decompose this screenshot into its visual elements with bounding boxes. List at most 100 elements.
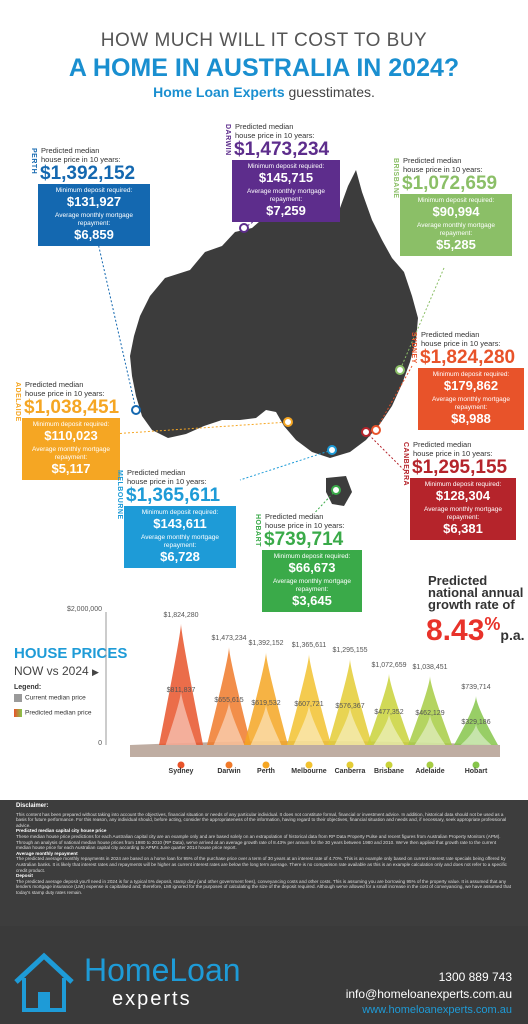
card-deposit-label: Minimum deposit required: — [432, 371, 510, 378]
card-deposit: $131,927 — [66, 194, 122, 209]
headline-line2: A HOME IN AUSTRALIA IN 2024? — [68, 54, 460, 82]
card-header: Predicted median house price in 10 years: — [410, 440, 516, 458]
card-repayment-label: Average monthly mortgage repayment: — [247, 188, 325, 203]
card-deposit: $143,611 — [153, 516, 207, 531]
predicted-peak-perth — [244, 652, 288, 745]
card-repayment: $6,728 — [160, 549, 200, 564]
card-repayment: $6,859 — [74, 227, 114, 242]
growth-line1: Predicted — [428, 573, 488, 588]
footer: HomeLoan experts 1300 889 743 info@homel… — [0, 926, 528, 1024]
predicted-value-label: $1,392,152 — [248, 640, 284, 648]
card-header-line1: Predicted median — [265, 512, 324, 521]
card-deposit-label: Minimum deposit required: — [141, 509, 219, 516]
house-price-chart — [105, 612, 500, 769]
australia-mainland — [130, 170, 418, 458]
predicted-peak-hobart — [454, 695, 498, 745]
headline-line1: HOW MUCH WILL IT COST TO BUY — [100, 30, 428, 51]
adelaide-dot — [283, 417, 293, 427]
card-price: $1,072,659 — [400, 174, 512, 194]
current-value-label: $655,615 — [214, 697, 244, 705]
hobart-dot — [331, 485, 341, 495]
brand-name: Home Loan Experts — [153, 84, 285, 100]
card-header-line2: house price in 10 years: — [413, 449, 493, 458]
card-repayment-label: Average monthly mortgage repayment: — [417, 222, 495, 237]
house-logo-icon — [14, 952, 74, 1012]
card-deposit: $90,994 — [432, 204, 480, 219]
category-dot-perth — [262, 761, 270, 769]
card-repayment: $5,285 — [436, 237, 476, 252]
card-city-label: CANBERRA — [402, 442, 409, 487]
card-header-line2: house price in 10 years: — [235, 131, 315, 140]
card-repayment-label: Average monthly mortgage repayment: — [424, 506, 502, 521]
category-label: Darwin — [217, 768, 241, 775]
card-deposit-label: Minimum deposit required: — [417, 197, 495, 204]
predicted-value-label: $1,365,611 — [291, 642, 327, 650]
card-repayment: $6,381 — [443, 521, 483, 536]
current-peak-melbourne — [293, 704, 325, 745]
section-subtitle: NOW vs 2024 ▶ — [14, 664, 99, 678]
disclaimer-t3: Average monthly repayment — [16, 850, 78, 856]
category-dot-darwin — [225, 761, 233, 769]
predicted-value-label: $1,072,659 — [371, 661, 407, 669]
card-deposit-label: Minimum deposit required: — [32, 421, 110, 428]
card-header-line2: house price in 10 years: — [41, 155, 121, 164]
category-dot-canberra — [346, 761, 354, 769]
disclaimer-t2: Predicted median capital city house pric… — [16, 828, 107, 834]
category-dot-sydney — [177, 761, 185, 769]
current-value-label: $477,352 — [374, 709, 404, 717]
perth-dot — [131, 405, 141, 415]
card-city-label: MELBOURNE — [116, 470, 123, 520]
card-price: $1,824,280 — [418, 348, 524, 368]
card-header-line1: Predicted median — [41, 146, 100, 155]
category-dot-adelaide — [426, 761, 434, 769]
card-price: $1,473,234 — [232, 140, 340, 160]
predicted-peak-canberra — [328, 658, 372, 745]
current-peak-adelaide — [414, 714, 446, 745]
card-city-label: SYDNEY — [410, 332, 417, 364]
footer-phone[interactable]: 1300 889 743 — [438, 970, 512, 984]
growth-rate-pct: % — [484, 614, 501, 634]
card-price: $1,038,451 — [22, 397, 120, 418]
card-deposit: $128,304 — [435, 488, 491, 503]
city-card-perth: Predicted median house price in 10 years:… — [38, 146, 150, 246]
card-city-label: HOBART — [254, 514, 261, 547]
card-repayment-label: Average monthly mortgage repayment: — [273, 578, 351, 593]
card-repayment-label: Average monthly mortgage repayment: — [55, 212, 133, 227]
category-label: Perth — [257, 768, 275, 775]
card-header-line2: house price in 10 years: — [421, 339, 501, 348]
card-repayment: $7,259 — [266, 203, 306, 218]
card-header: Predicted median house price in 10 years: — [22, 380, 120, 398]
brisbane-connector — [399, 267, 445, 371]
card-header-line1: Predicted median — [403, 156, 462, 165]
card-body: Minimum deposit required: $145,715 Average… — [232, 160, 340, 222]
growth-label: Predicted national annual growth rate of — [428, 573, 523, 611]
card-deposit-label: Minimum deposit required: — [273, 553, 351, 560]
predicted-value-label: $1,038,451 — [412, 663, 448, 671]
card-repayment-label: Average monthly mortgage repayment: — [432, 396, 510, 411]
card-header: Predicted median house price in 10 years: — [262, 512, 362, 530]
footer-email[interactable]: info@homeloanexperts.com.au — [345, 987, 512, 1001]
card-city-label: BRISBANE — [392, 158, 399, 199]
australia-map — [95, 170, 445, 521]
card-repayment-label: Average monthly mortgage repayment: — [141, 534, 219, 549]
card-deposit: $179,862 — [443, 378, 499, 393]
sydney-dot — [371, 425, 381, 435]
current-peak-sydney — [165, 691, 197, 745]
current-peak-darwin — [213, 701, 245, 745]
current-value-label: $462,129 — [415, 710, 445, 718]
card-body: Minimum deposit required: $66,673 Average … — [262, 550, 362, 612]
footer-website[interactable]: www.homeloanexperts.com.au — [362, 1004, 512, 1016]
growth-rate-pa: p.a. — [500, 627, 525, 643]
hobart-connector — [307, 489, 337, 521]
card-header: Predicted median house price in 10 years: — [38, 146, 150, 164]
logo-bottom: experts — [112, 988, 192, 1010]
card-deposit: $66,673 — [288, 560, 336, 575]
city-card-hobart: Predicted median house price in 10 years:… — [262, 512, 362, 612]
card-price: $1,365,611 — [124, 486, 236, 506]
card-header-line1: Predicted median — [421, 330, 480, 339]
card-deposit: $145,715 — [258, 170, 314, 185]
card-header: Predicted median house price in 10 years: — [400, 156, 512, 174]
card-deposit-label: Minimum deposit required: — [55, 187, 133, 194]
city-card-melbourne: Predicted median house price in 10 years:… — [124, 468, 236, 568]
